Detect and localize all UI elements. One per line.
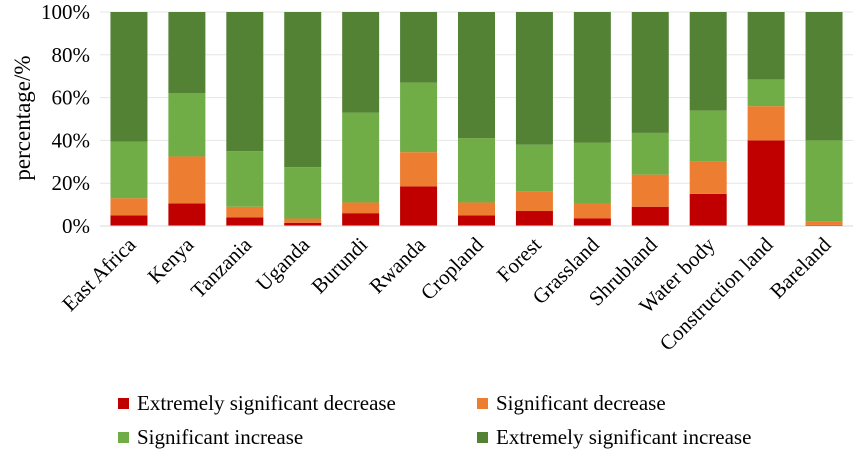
y-tick-label: 20%	[52, 171, 91, 195]
legend-swatch	[477, 398, 488, 409]
bar-segment	[226, 217, 264, 226]
bars-group	[110, 12, 843, 226]
bar-segment	[515, 12, 553, 145]
bar-segment	[400, 186, 438, 226]
bar-segment	[110, 141, 148, 199]
y-tick-label: 80%	[52, 43, 91, 67]
legend-item-extremely-significant-increase: Extremely significant increase	[477, 425, 751, 450]
x-tick-label: Uganda	[251, 232, 315, 296]
bar-segment	[226, 151, 264, 207]
bar-segment	[400, 152, 438, 187]
bar-segment	[284, 222, 322, 226]
bar-segment	[168, 203, 206, 226]
legend-item-significant-increase: Significant increase	[118, 425, 303, 450]
bar-segment	[747, 106, 785, 141]
bar-segment	[515, 211, 553, 226]
bar-segment	[110, 215, 148, 226]
bar-segment	[573, 12, 611, 143]
legend-label: Significant decrease	[496, 391, 666, 415]
bar-segment	[689, 161, 727, 194]
legend: Extremely significant decrease Significa…	[0, 384, 855, 456]
y-tick-label: 60%	[52, 86, 91, 110]
x-tick-label: Forest	[492, 232, 546, 286]
bar-segment	[226, 12, 264, 152]
stacked-bar-chart: 0% 20% 40% 60% 80% 100% East Africa KenyaTanza…	[10, 0, 853, 356]
x-tick-labels: East Africa KenyaTanzaniaUgandaBurundiRwa…	[57, 232, 836, 355]
x-tick-label: Burundi	[307, 232, 373, 298]
bar-segment	[168, 12, 206, 94]
bar-segment	[747, 79, 785, 107]
x-tick-label: Tanzania	[186, 232, 257, 303]
bar-segment	[284, 12, 322, 168]
x-tick-label: Bareland	[765, 232, 836, 303]
bar-segment	[284, 218, 322, 223]
legend-label: Significant increase	[137, 425, 304, 449]
bar-segment	[631, 174, 669, 207]
legend-swatch	[118, 398, 129, 409]
bar-segment	[515, 144, 553, 192]
bar-segment	[805, 221, 843, 225]
legend-swatch	[477, 432, 488, 443]
bar-segment	[689, 110, 727, 162]
y-tick-label: 0%	[62, 214, 90, 238]
bar-segment	[631, 206, 669, 226]
bar-segment	[805, 12, 843, 141]
bar-segment	[284, 167, 322, 219]
y-tick-labels: 0% 20% 40% 60% 80% 100%	[41, 0, 90, 238]
legend-swatch	[118, 432, 129, 443]
legend-label: Extremely significant decrease	[137, 391, 396, 415]
bar-segment	[458, 215, 495, 226]
bar-segment	[400, 82, 438, 153]
bar-segment	[689, 12, 727, 111]
bar-segment	[573, 203, 611, 219]
bar-segment	[400, 12, 438, 83]
bar-segment	[342, 112, 380, 203]
legend-item-extremely-significant-decrease: Extremely significant decrease	[118, 391, 396, 416]
bar-segment	[805, 224, 843, 226]
bar-segment	[458, 202, 495, 216]
bar-segment	[631, 132, 669, 175]
bar-segment	[168, 156, 206, 204]
bar-segment	[342, 202, 380, 214]
bar-segment	[747, 12, 785, 80]
bar-segment	[458, 12, 495, 139]
x-tick-label: East Africa	[57, 232, 141, 316]
y-axis-label: percentage/%	[10, 55, 35, 180]
bar-segment	[515, 191, 553, 212]
x-tick-label: Kenya	[143, 232, 199, 288]
y-tick-label: 100%	[41, 0, 90, 24]
legend-item-significant-decrease: Significant decrease	[477, 391, 666, 416]
bar-segment	[110, 198, 148, 216]
bar-segment	[110, 12, 148, 142]
bar-segment	[342, 12, 380, 113]
y-tick-label: 40%	[52, 128, 91, 152]
bar-segment	[689, 193, 727, 226]
bar-segment	[573, 142, 611, 204]
legend-label: Extremely significant increase	[496, 425, 752, 449]
x-tick-label: Cropland	[416, 232, 489, 305]
bar-segment	[168, 93, 206, 157]
bar-segment	[631, 12, 669, 133]
bar-segment	[573, 218, 611, 226]
bar-segment	[458, 138, 495, 203]
bar-segment	[805, 140, 843, 222]
bar-segment	[226, 206, 264, 218]
bar-segment	[747, 140, 785, 226]
bar-segment	[342, 213, 380, 226]
